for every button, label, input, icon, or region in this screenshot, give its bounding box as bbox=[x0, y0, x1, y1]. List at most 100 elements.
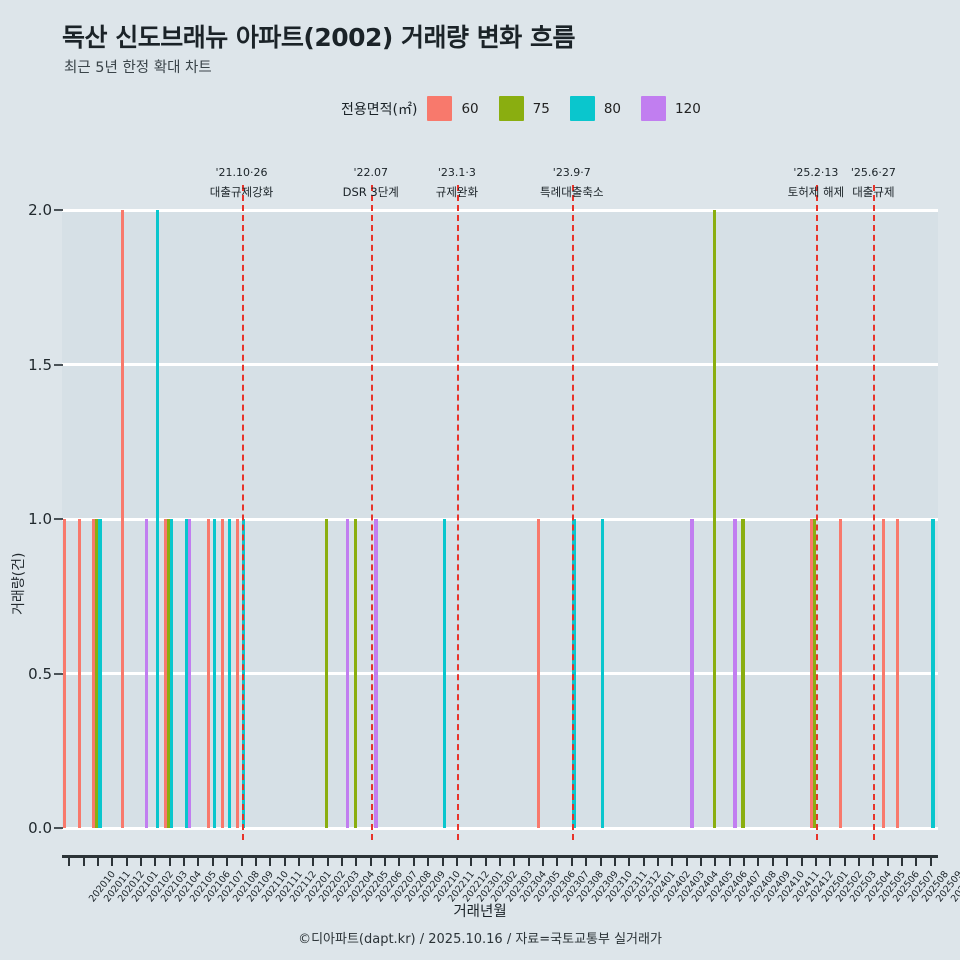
legend-swatch-75 bbox=[498, 96, 524, 121]
legend-item-60[interactable]: 60 bbox=[427, 96, 494, 121]
x-tick-mark bbox=[628, 856, 631, 866]
x-tick-mark bbox=[168, 856, 171, 866]
bar-202110-60 bbox=[235, 519, 239, 828]
legend-item-80[interactable]: 80 bbox=[569, 96, 637, 121]
x-tick-mark bbox=[556, 856, 559, 866]
bar-202106-80 bbox=[184, 519, 188, 828]
x-tick-mark bbox=[499, 856, 501, 866]
bar-202104-80 bbox=[155, 210, 160, 828]
x-tick-mark bbox=[269, 856, 272, 866]
x-tick-mark bbox=[585, 856, 588, 866]
x-tick-mark bbox=[700, 856, 703, 866]
bar-202502-60 bbox=[810, 519, 814, 828]
x-tick-mark bbox=[139, 856, 142, 866]
bar-202502-75 bbox=[813, 519, 817, 828]
x-tick-mark bbox=[326, 856, 329, 866]
annotation-date: '25.6·27 bbox=[850, 166, 896, 179]
gridline bbox=[62, 208, 938, 212]
x-tick-mark bbox=[642, 856, 645, 866]
annotation-date: '25.2·13 bbox=[793, 166, 839, 179]
x-tick-mark bbox=[656, 856, 659, 866]
bar-202408-120 bbox=[733, 519, 737, 828]
legend-item-75[interactable]: 75 bbox=[498, 96, 566, 121]
footer-credit: ©디아파트(dapt.kr) / 2025.10.16 / 자료=국토교통부 실… bbox=[298, 932, 662, 947]
annotation-label-202506: '25.6·27 대출규제 bbox=[851, 163, 896, 202]
page-title: 독산 신도브래뉴 아파트(2002) 거래량 변화 흐름 bbox=[62, 23, 575, 52]
x-tick-mark bbox=[96, 856, 99, 866]
bar-202204-75 bbox=[324, 519, 329, 828]
bar-202010-60 bbox=[63, 519, 67, 828]
annotation-date: '23.1·3 bbox=[437, 166, 476, 179]
bar-202508-60 bbox=[896, 519, 900, 828]
annotation-line-202309 bbox=[571, 185, 574, 840]
x-tick-mark bbox=[125, 856, 128, 866]
x-tick-mark bbox=[82, 856, 85, 866]
legend-item-120[interactable]: 120 bbox=[641, 96, 717, 121]
bar-202507-60 bbox=[881, 519, 886, 828]
bar-202105-60 bbox=[163, 519, 167, 828]
x-tick-mark bbox=[771, 856, 774, 866]
bar-202405-120 bbox=[690, 519, 694, 828]
annotation-text: 대출규제 bbox=[852, 185, 895, 200]
x-tick-mark bbox=[283, 856, 286, 866]
annotation-label-202502: '25.2·13 토허제 해제 bbox=[788, 163, 845, 202]
x-tick-mark bbox=[427, 856, 430, 866]
annotation-text: 특례대출축소 bbox=[540, 185, 604, 200]
bar-202309-80 bbox=[572, 519, 576, 828]
bar-202012-80 bbox=[98, 519, 102, 828]
annotation-text: 규제완화 bbox=[435, 185, 479, 200]
annotation-text: DSR 3단계 bbox=[342, 185, 399, 200]
bar-202106-120 bbox=[187, 519, 191, 828]
bar-202307-60 bbox=[537, 519, 541, 828]
bar-202105-75 bbox=[167, 519, 171, 828]
annotation-text: 대출규제강화 bbox=[209, 185, 274, 200]
y-tick-mark bbox=[54, 209, 63, 211]
legend-label-60: 60 bbox=[461, 100, 479, 117]
x-tick-mark bbox=[254, 856, 257, 866]
x-tick-mark bbox=[384, 856, 387, 866]
legend-title: 전용면적(㎡) bbox=[341, 101, 418, 118]
x-tick-mark bbox=[197, 856, 200, 866]
x-tick-mark bbox=[484, 856, 487, 866]
y-tick-mark bbox=[54, 518, 63, 520]
x-tick-mark bbox=[412, 856, 415, 866]
x-tick-mark bbox=[858, 856, 861, 866]
x-tick-mark bbox=[929, 856, 932, 866]
bar-202011-60 bbox=[77, 519, 81, 828]
bar-202105-80 bbox=[170, 519, 174, 828]
x-tick-mark bbox=[341, 856, 344, 866]
bar-202311-80 bbox=[601, 519, 605, 828]
annotation-line-202207 bbox=[370, 185, 373, 840]
x-tick-mark bbox=[786, 856, 789, 866]
legend-swatch-80 bbox=[569, 96, 595, 121]
annotation-date: '21.10·26 bbox=[215, 166, 268, 179]
x-tick-mark bbox=[312, 856, 315, 866]
x-tick-mark bbox=[111, 856, 114, 866]
gridline bbox=[62, 826, 938, 830]
x-tick-mark bbox=[886, 856, 889, 866]
bar-202206-75 bbox=[353, 519, 357, 828]
x-tick-mark bbox=[513, 856, 516, 866]
x-tick-mark bbox=[757, 856, 760, 866]
y-tick-mark bbox=[54, 827, 63, 829]
y-tick-label: 0.5 bbox=[28, 664, 52, 683]
bar-202109-80 bbox=[227, 519, 231, 828]
x-tick-mark bbox=[183, 856, 186, 866]
x-tick-mark bbox=[211, 856, 214, 866]
x-tick-mark bbox=[728, 856, 731, 866]
x-tick-mark bbox=[829, 856, 832, 866]
gridline bbox=[62, 363, 938, 366]
y-tick-mark bbox=[54, 672, 63, 675]
y-axis-label: 거래량(건) bbox=[11, 552, 27, 615]
y-tick-label: 1.5 bbox=[28, 355, 52, 374]
x-tick-mark bbox=[154, 856, 157, 866]
x-tick-mark bbox=[355, 856, 358, 866]
bar-202212-80 bbox=[443, 519, 447, 828]
bar-202110-80 bbox=[242, 519, 246, 828]
x-tick-mark bbox=[843, 856, 846, 866]
y-tick-label: 0.0 bbox=[28, 819, 52, 837]
bar-202012-60 bbox=[92, 519, 96, 828]
annotation-text: 토허제 해제 bbox=[787, 185, 845, 200]
y-tick-label: 1.0 bbox=[28, 510, 52, 528]
x-tick-mark bbox=[743, 856, 746, 866]
